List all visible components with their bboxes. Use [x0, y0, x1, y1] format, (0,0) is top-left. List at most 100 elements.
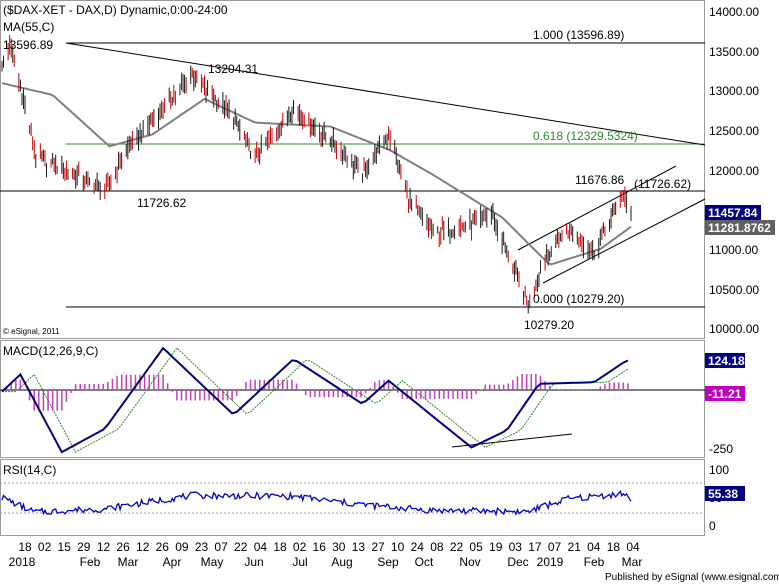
macd-hist-badge [705, 386, 745, 401]
x-month-label: 2019 [537, 555, 564, 569]
fib-000-label: 0.000 (10279.20) [533, 292, 624, 306]
macd-label: MACD(12,26,9,C) [3, 344, 98, 358]
annotation-recent-high: 11676.86 [575, 173, 624, 187]
rsi-line [1, 489, 632, 517]
x-tick-label: 10 [391, 540, 405, 554]
price-ytick: 13500.00 [709, 45, 759, 59]
x-tick-label: 30 [332, 540, 346, 554]
ma-legend-label: MA(55,C) [3, 20, 54, 34]
x-month-label: Aug [331, 555, 352, 569]
x-tick-label: 05 [469, 540, 483, 554]
price-reference-lines [0, 42, 706, 308]
macd-ytick: -250 [709, 442, 733, 456]
x-tick-label: 23 [195, 540, 209, 554]
price-ytick: 12000.00 [709, 164, 759, 178]
price-ytick: 10000.00 [709, 322, 759, 336]
price-bars [1, 35, 632, 314]
macd-divergence-line [451, 433, 573, 448]
x-tick-label: 12 [97, 540, 111, 554]
x-tick-label: 02 [293, 540, 307, 554]
channel-lower-line [542, 198, 706, 284]
price-ytick: 13000.00 [709, 84, 759, 98]
esignal-watermark: © eSignal, 2011 [3, 327, 60, 336]
macd-signal-line [2, 347, 629, 453]
price-ytick: 14000.00 [709, 5, 759, 19]
x-tick-label: 07 [214, 540, 228, 554]
x-tick-label: 04 [254, 540, 268, 554]
price-panel [0, 0, 705, 339]
x-tick-label: 09 [175, 540, 189, 554]
macd-panel [0, 340, 705, 458]
price-y-axis: 14000.00 13500.00 13000.00 12500.00 1200… [709, 5, 759, 336]
x-tick-label: 18 [18, 540, 32, 554]
fib-100-label: 1.000 (13596.89) [533, 28, 624, 42]
x-tick-label: 07 [548, 540, 562, 554]
x-tick-label: 26 [156, 540, 170, 554]
price-ytick: 10500.00 [709, 283, 759, 297]
x-tick-label: 22 [450, 540, 464, 554]
x-tick-label: 16 [313, 540, 327, 554]
x-month-label: May [201, 555, 224, 569]
x-tick-label: 26 [116, 540, 130, 554]
rsi-ytick: 100 [709, 463, 729, 477]
annotation-13204: 13204.31 [208, 62, 258, 76]
x-tick-label: 13 [352, 540, 366, 554]
chart-title: ($DAX-XET - DAX,D) Dynamic,0:00-24:00 [3, 3, 228, 17]
x-tick-label: 22 [234, 540, 248, 554]
macd-hist-value: -11.21 [708, 387, 742, 401]
channel-upper-line [517, 165, 677, 251]
x-month-label: Sep [377, 555, 399, 569]
x-month-label: Jul [292, 555, 307, 569]
price-ytick: 11000.00 [709, 243, 758, 257]
price-ytick: 12500.00 [709, 124, 759, 138]
x-tick-label: 08 [430, 540, 444, 554]
x-tick-label: 21 [568, 540, 582, 554]
x-tick-label: 29 [77, 540, 91, 554]
macd-line [1, 346, 629, 454]
annotation-high: 13596.89 [3, 38, 53, 52]
x-month-label: Nov [459, 555, 480, 569]
x-tick-label: 24 [411, 540, 425, 554]
x-month-label: Oct [415, 555, 434, 569]
x-month-label: Feb [584, 555, 605, 569]
x-axis-months: 2018 Feb Mar Apr May Jun Jul Aug Sep Oct Nov Dec 201… [9, 555, 643, 569]
x-month-label: Dec [507, 555, 528, 569]
footer-credit: Published by eSignal (www.esignal.com) [605, 572, 779, 583]
ma-value: 11281.8762 [708, 221, 771, 235]
rsi-label: RSI(14,C) [3, 463, 56, 477]
macd-value: 124.18 [708, 354, 745, 368]
x-tick-label: 17 [528, 540, 542, 554]
annotation-11726-level: (11726.62) [634, 177, 691, 191]
ma-line [1, 82, 632, 266]
macd-badge [705, 353, 745, 368]
x-tick-label: 19 [489, 540, 503, 554]
ma-value-badge [705, 220, 775, 235]
annotation-low-dec: 10279.20 [524, 318, 574, 332]
x-month-label: Feb [80, 555, 101, 569]
downtrend-line [65, 42, 706, 146]
x-tick-label: 04 [626, 540, 640, 554]
x-month-label: 2018 [9, 555, 36, 569]
x-month-label: Mar [118, 555, 139, 569]
rsi-ytick: 0 [709, 519, 716, 533]
x-month-label: Jun [244, 555, 263, 569]
x-tick-label: 12 [136, 540, 150, 554]
x-tick-label: 04 [587, 540, 601, 554]
x-month-label: Apr [163, 555, 182, 569]
rsi-value: 55.38 [708, 487, 738, 501]
x-tick-label: 18 [607, 540, 621, 554]
x-tick-label: 27 [371, 540, 385, 554]
x-tick-label: 18 [273, 540, 287, 554]
last-price-value: 11457.84 [708, 206, 758, 220]
rsi-badge [705, 486, 745, 501]
last-price-badge [705, 205, 761, 220]
fib-618-label: 0.618 (12329.5324) [533, 129, 638, 143]
x-tick-label: 02 [38, 540, 52, 554]
annotation-low-mar: 11726.62 [137, 196, 186, 210]
x-axis-ticks: 18 02 15 29 12 26 12 26 09 23 07 22 04 18 02 16 30 13 27 10… [18, 540, 640, 554]
x-tick-label: 03 [509, 540, 523, 554]
rsi-panel [0, 459, 705, 536]
x-tick-label: 15 [58, 540, 72, 554]
x-month-label: Mar [622, 555, 643, 569]
